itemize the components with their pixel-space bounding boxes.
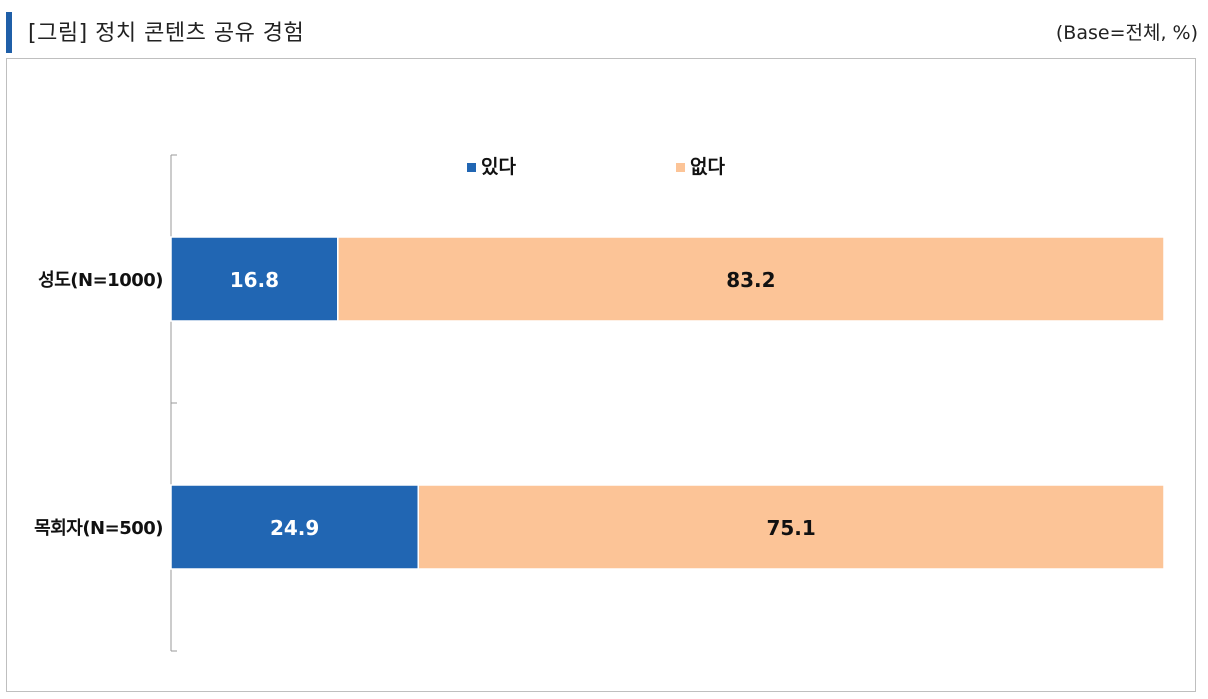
labels-layer: 성도(N=1000) 16.8 83.2 목회자(N=500) 24.9 75.1 (34, 268, 816, 540)
legend-layer: 있다 없다 (467, 156, 725, 178)
data-label: 83.2 (726, 268, 775, 292)
category-label: 성도(N=1000) (38, 270, 163, 291)
figure-title: [그림] 정치 콘텐츠 공유 경험 (28, 21, 305, 46)
category-label: 목회자(N=500) (34, 518, 163, 539)
bar-segment (170, 236, 339, 322)
legend-swatch (467, 163, 476, 172)
base-note: (Base=전체, %) (1055, 22, 1198, 44)
title-accent-bar (6, 12, 12, 53)
stacked-bar-chart: 성도(N=1000) 16.8 83.2 목회자(N=500) 24.9 75.1 있다 없… (34, 154, 1165, 652)
legend-label: 없다 (690, 156, 725, 178)
bar-segment (337, 236, 1165, 322)
chart-frame: 성도(N=1000) 16.8 83.2 목회자(N=500) 24.9 75.1 있다 없… (6, 58, 1196, 692)
legend-swatch (676, 163, 685, 172)
bars-layer (170, 236, 1165, 570)
data-label: 24.9 (270, 516, 319, 540)
bar-segment (170, 484, 420, 570)
bar-segment (417, 484, 1165, 570)
data-label: 16.8 (230, 268, 279, 292)
axis-layer (170, 154, 177, 652)
legend-label: 있다 (481, 156, 516, 178)
data-label: 75.1 (766, 516, 815, 540)
